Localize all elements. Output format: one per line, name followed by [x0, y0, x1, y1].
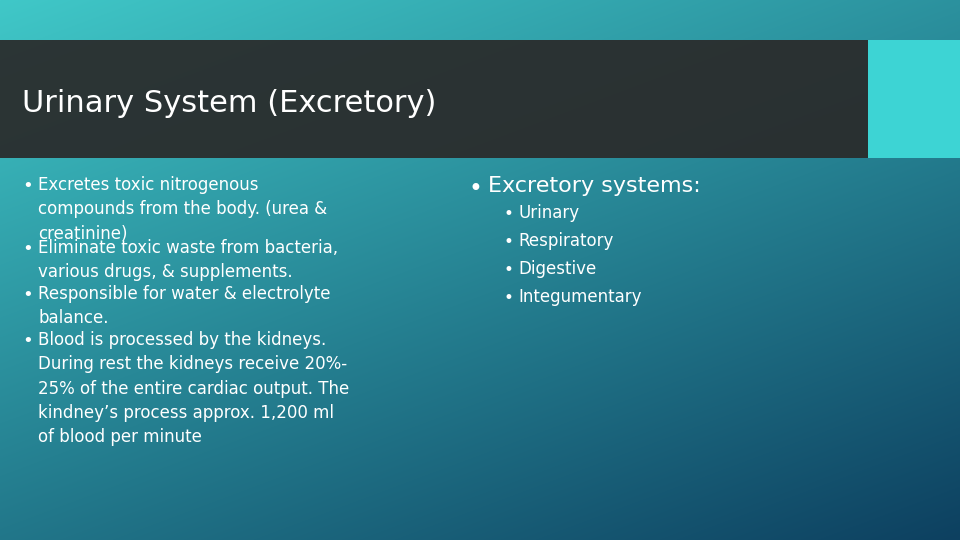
Text: Responsible for water & electrolyte
balance.: Responsible for water & electrolyte bala… — [38, 285, 330, 327]
Text: Excretes toxic nitrogenous
compounds from the body. (urea &
creatinine): Excretes toxic nitrogenous compounds fro… — [38, 176, 327, 242]
Text: Integumentary: Integumentary — [518, 288, 641, 306]
Text: •: • — [504, 289, 514, 307]
Text: •: • — [504, 261, 514, 279]
Text: Eliminate toxic waste from bacteria,
various drugs, & supplements.: Eliminate toxic waste from bacteria, var… — [38, 239, 338, 281]
Text: •: • — [504, 233, 514, 251]
Text: •: • — [22, 286, 33, 304]
Text: •: • — [22, 177, 33, 195]
Text: Urinary: Urinary — [518, 204, 579, 222]
Text: •: • — [22, 240, 33, 258]
Bar — [868, 40, 960, 158]
Text: •: • — [504, 205, 514, 223]
Text: Blood is processed by the kidneys.
During rest the kidneys receive 20%-
25% of t: Blood is processed by the kidneys. Durin… — [38, 331, 349, 446]
Text: •: • — [22, 332, 33, 350]
Text: •: • — [468, 177, 482, 201]
Bar — [0, 40, 868, 158]
Text: Excretory systems:: Excretory systems: — [488, 176, 701, 196]
Text: Digestive: Digestive — [518, 260, 596, 278]
Text: Urinary System (Excretory): Urinary System (Excretory) — [22, 89, 437, 118]
Text: Respiratory: Respiratory — [518, 232, 613, 250]
